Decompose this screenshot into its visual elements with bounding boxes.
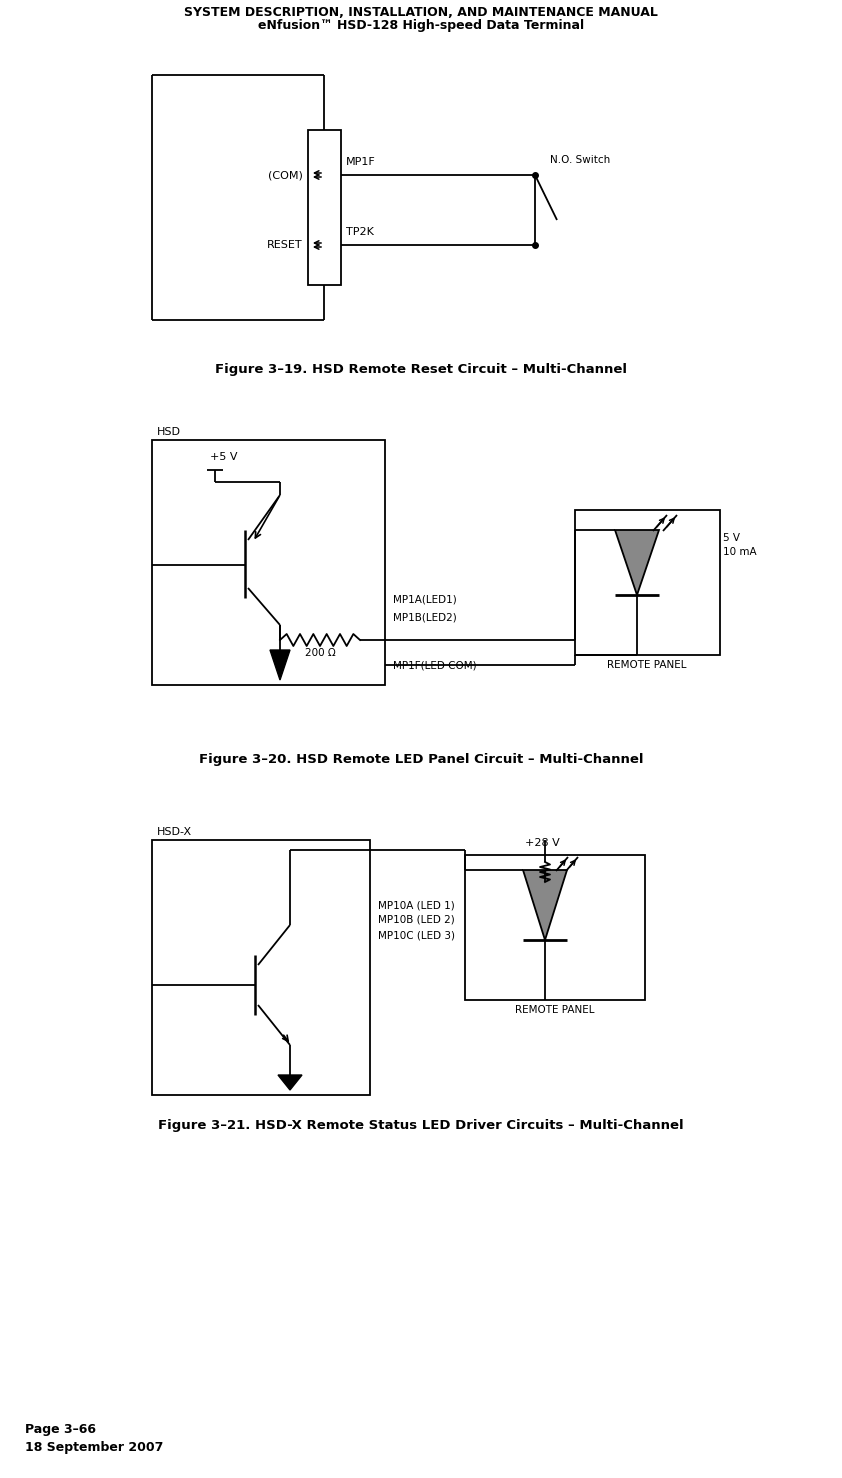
Text: (COM): (COM) — [268, 170, 303, 180]
Text: Figure 3–21. HSD-X Remote Status LED Driver Circuits – Multi-Channel: Figure 3–21. HSD-X Remote Status LED Dri… — [158, 1119, 684, 1132]
Text: Page 3–66: Page 3–66 — [25, 1423, 96, 1437]
Text: Figure 3–19. HSD Remote Reset Circuit – Multi-Channel: Figure 3–19. HSD Remote Reset Circuit – … — [215, 364, 627, 377]
Text: eNfusion™ HSD-128 High-speed Data Terminal: eNfusion™ HSD-128 High-speed Data Termin… — [258, 19, 584, 33]
Text: RESET: RESET — [268, 239, 303, 250]
Bar — [465, 854, 645, 1001]
Bar — [152, 440, 385, 684]
Bar — [152, 840, 370, 1095]
Text: TP2K: TP2K — [346, 228, 374, 236]
Text: MP1F(LED COM): MP1F(LED COM) — [393, 661, 477, 670]
Text: MP1F: MP1F — [346, 157, 376, 167]
Text: REMOTE PANEL: REMOTE PANEL — [607, 661, 687, 670]
Text: MP10B (LED 2): MP10B (LED 2) — [378, 915, 455, 925]
Text: SYSTEM DESCRIPTION, INSTALLATION, AND MAINTENANCE MANUAL: SYSTEM DESCRIPTION, INSTALLATION, AND MA… — [184, 6, 658, 19]
Polygon shape — [270, 650, 290, 680]
Text: MP1B(LED2): MP1B(LED2) — [393, 613, 456, 624]
Polygon shape — [615, 531, 659, 596]
Polygon shape — [523, 871, 567, 940]
Text: HSD: HSD — [157, 427, 181, 437]
Polygon shape — [278, 1075, 302, 1089]
Text: 10 mA: 10 mA — [723, 547, 757, 557]
Text: MP10C (LED 3): MP10C (LED 3) — [378, 930, 455, 940]
Bar — [308, 130, 341, 285]
Text: 18 September 2007: 18 September 2007 — [25, 1441, 163, 1454]
Text: 200 Ω: 200 Ω — [305, 647, 335, 658]
Text: 5 V: 5 V — [723, 534, 740, 542]
Bar — [575, 510, 720, 655]
Text: +5 V: +5 V — [210, 452, 237, 463]
Text: MP1A(LED1): MP1A(LED1) — [393, 596, 456, 605]
Text: +28 V: +28 V — [525, 838, 560, 848]
Text: HSD-X: HSD-X — [157, 828, 192, 837]
Text: N.O. Switch: N.O. Switch — [550, 155, 610, 166]
Text: REMOTE PANEL: REMOTE PANEL — [515, 1005, 594, 1015]
Text: MP10A (LED 1): MP10A (LED 1) — [378, 900, 455, 910]
Text: Figure 3–20. HSD Remote LED Panel Circuit – Multi-Channel: Figure 3–20. HSD Remote LED Panel Circui… — [199, 754, 643, 767]
